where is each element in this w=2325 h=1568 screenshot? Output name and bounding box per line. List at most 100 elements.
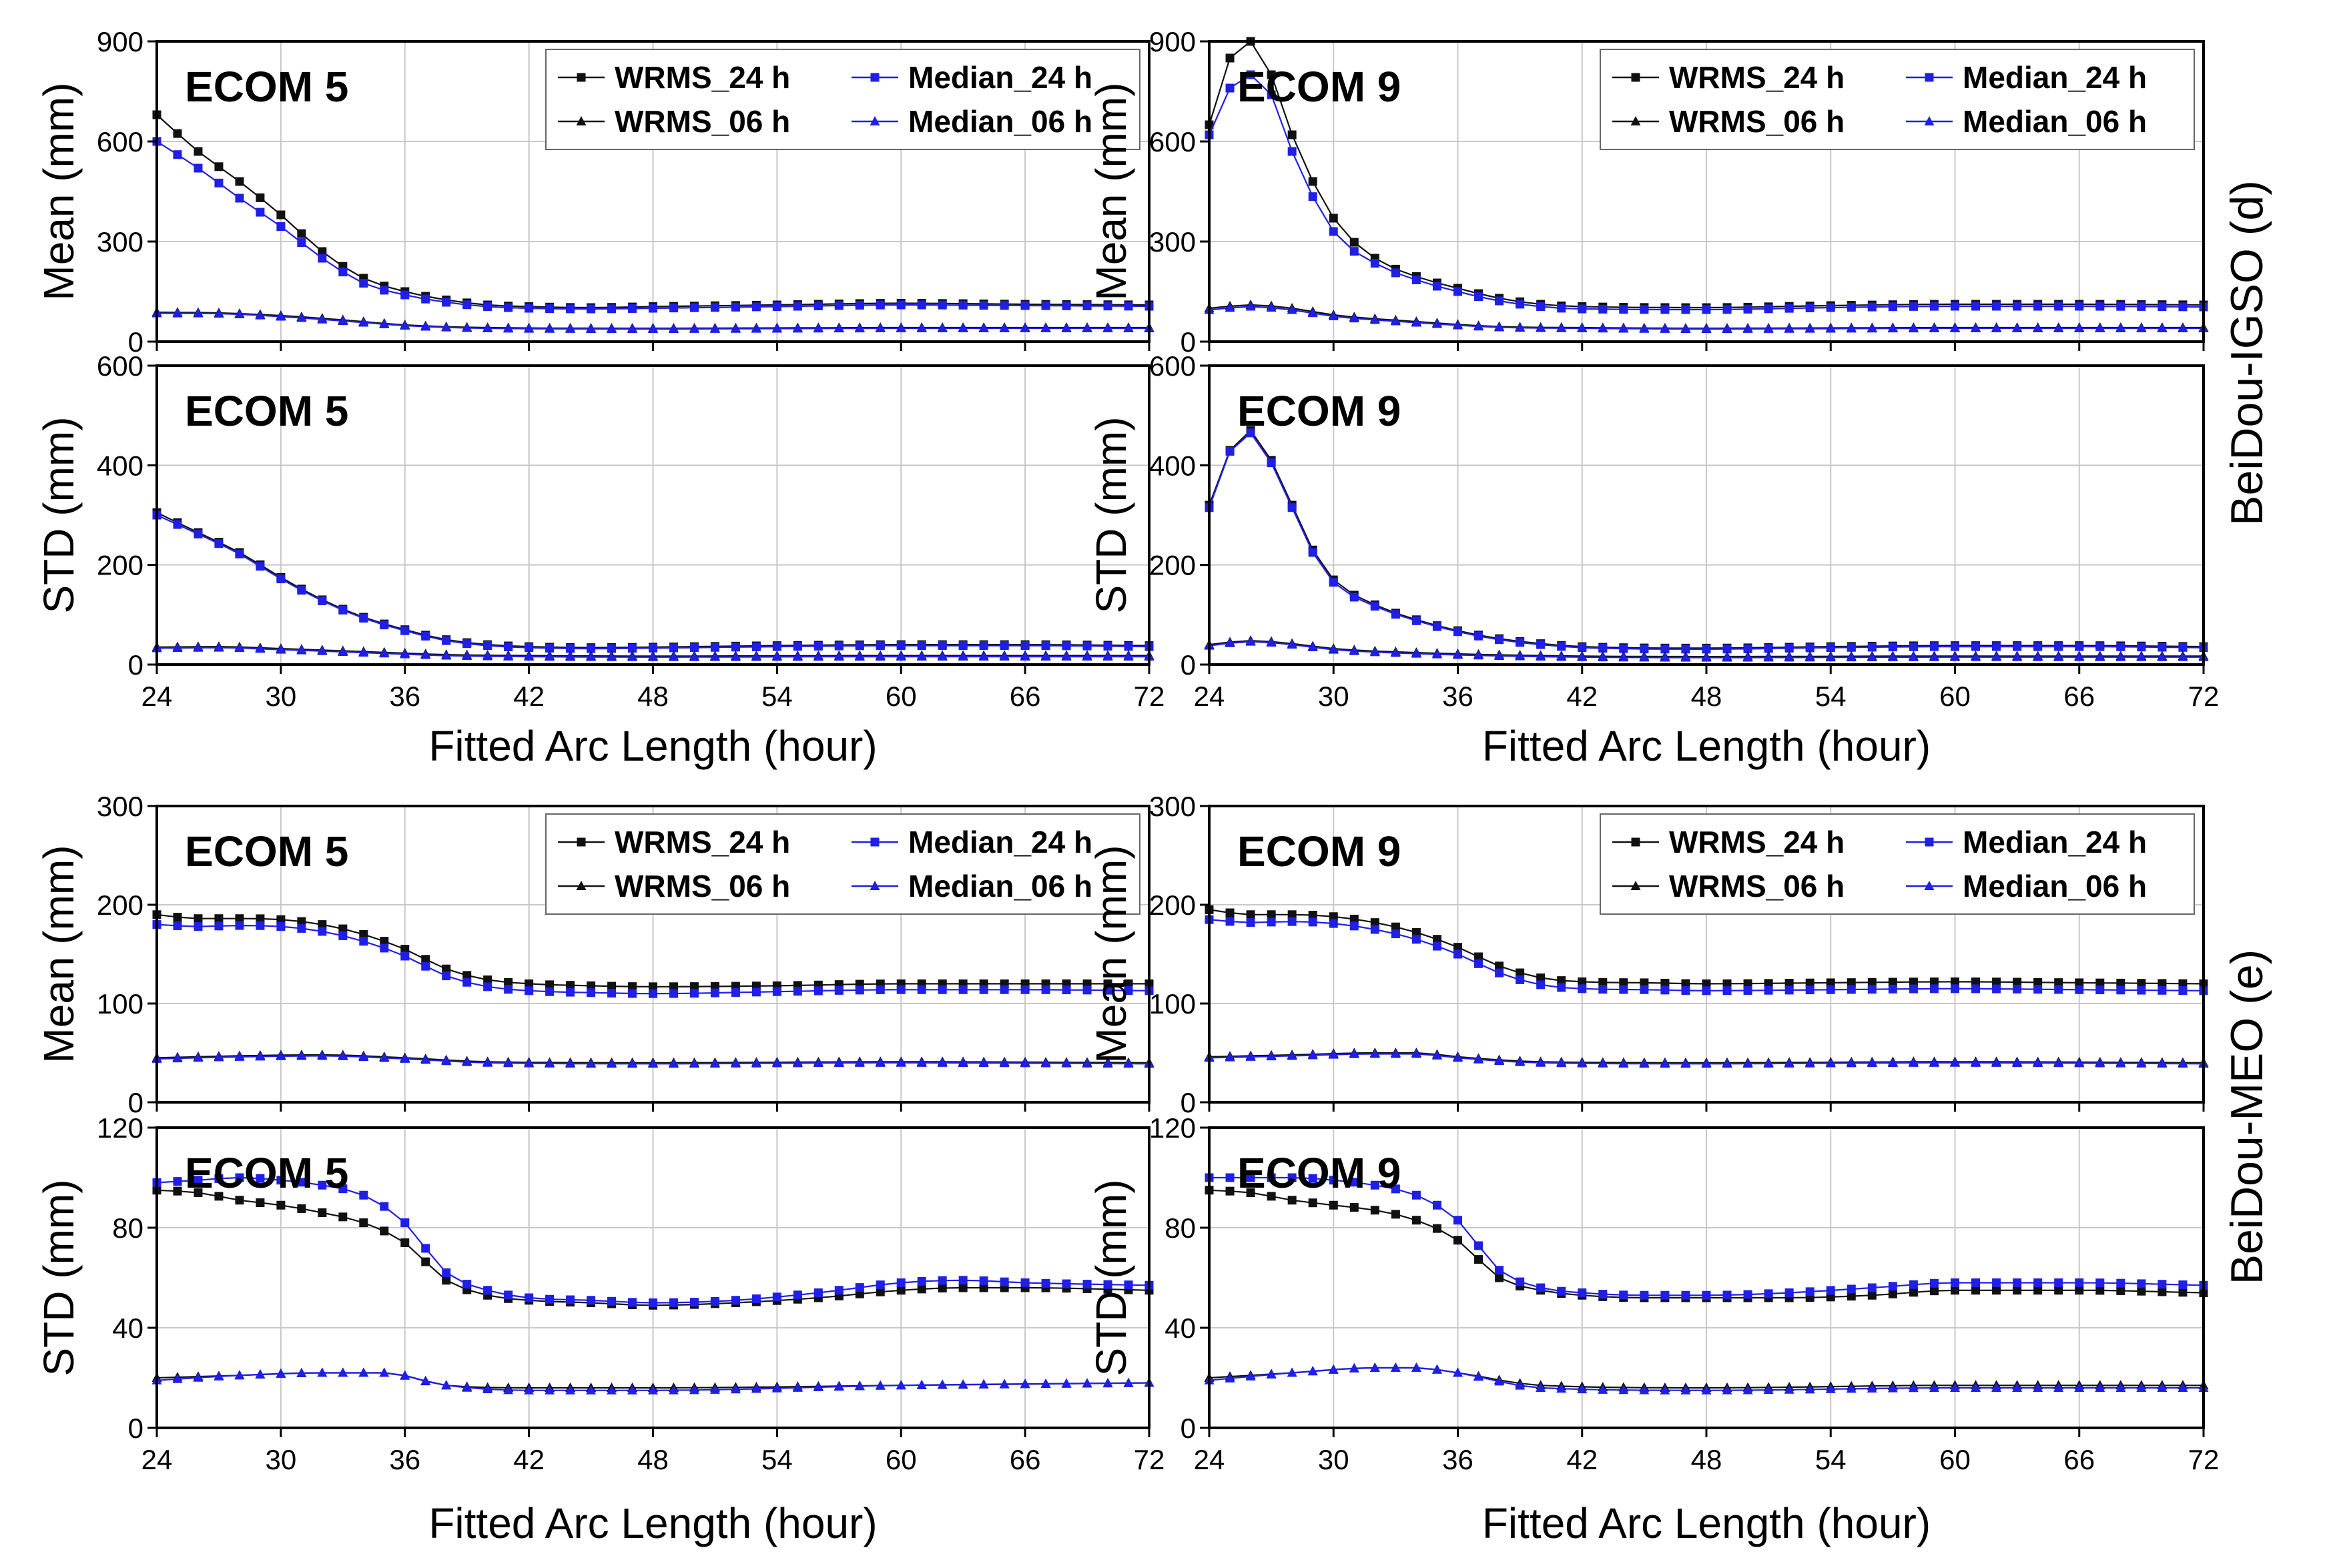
median-06h-point xyxy=(1349,1362,1359,1373)
median-24h-point xyxy=(958,641,968,651)
median-06h-point xyxy=(2157,323,2168,332)
median-24h-point xyxy=(2033,1278,2043,1287)
legend-entry-label: Median_24 h xyxy=(908,60,1092,95)
x-tick-label: 30 xyxy=(266,1444,297,1475)
median-24h-point xyxy=(2054,642,2063,651)
median-06h-point xyxy=(1867,323,1877,333)
median-24h-point xyxy=(1578,1288,1587,1297)
median-06h-point xyxy=(689,1385,699,1395)
median-06h-point xyxy=(709,1058,720,1068)
median-24h-point xyxy=(400,290,410,300)
wrms-24h-point xyxy=(1578,977,1587,986)
median-06h-point xyxy=(317,1367,328,1377)
y-tick-label: 0 xyxy=(1181,1087,1196,1118)
median-24h-point xyxy=(1971,1278,1981,1287)
median-06h-point xyxy=(2115,1058,2126,1068)
median-24h-point xyxy=(1867,1283,1877,1292)
wrms-24h-point xyxy=(896,1286,906,1295)
median-06h-point xyxy=(1349,313,1359,323)
median-24h-point xyxy=(1929,302,1939,311)
median-06h-point xyxy=(1784,1384,1794,1394)
median-06h-point xyxy=(255,310,266,320)
legend-entry-label: WRMS_06 h xyxy=(615,869,790,903)
median-06h-point xyxy=(2115,651,2126,661)
median-06h-point xyxy=(730,651,741,661)
y-tick-label: 900 xyxy=(1149,26,1196,57)
median-24h-point xyxy=(917,641,926,651)
median-24h-point xyxy=(442,636,451,645)
median-24h-point xyxy=(1909,1280,1918,1289)
median-06h-point xyxy=(916,651,927,661)
panel-title: ECOM 9 xyxy=(1237,827,1401,875)
median-06h-point xyxy=(276,644,286,654)
median-06h-point xyxy=(1225,302,1235,312)
median-24h-point xyxy=(483,641,492,651)
median-06h-point xyxy=(524,1058,535,1068)
legend-entry-label: Median_06 h xyxy=(908,869,1092,903)
median-24h-point xyxy=(214,921,224,931)
median-06h-point xyxy=(1680,1385,1691,1395)
median-06h-point xyxy=(1577,1058,1588,1068)
x-tick-label: 66 xyxy=(1010,1444,1041,1475)
y-tick-label: 40 xyxy=(112,1312,143,1344)
median-06h-point xyxy=(1390,1048,1401,1058)
median-06h-point xyxy=(1266,1051,1277,1061)
median-06h-point xyxy=(193,642,204,652)
median-24h-point xyxy=(1124,642,1133,651)
median-06h-point xyxy=(214,308,224,318)
x-tick-label: 24 xyxy=(141,681,173,712)
median-06h-point xyxy=(2012,323,2023,332)
median-06h-point xyxy=(296,645,307,655)
median-06h-point xyxy=(1660,323,1670,333)
median-24h-point xyxy=(938,300,947,310)
wrms-24h-point xyxy=(2116,1286,2125,1295)
median-06h-point xyxy=(1020,651,1030,661)
y-tick-label: 0 xyxy=(1181,649,1196,681)
wrms-24h-point xyxy=(1267,70,1276,79)
median-24h-point xyxy=(214,539,224,548)
median-06h-point xyxy=(607,1385,617,1395)
median-06h-point xyxy=(1804,652,1815,662)
median-24h-point xyxy=(1308,917,1317,927)
y-axis-label: Mean (mm) xyxy=(1087,845,1135,1063)
median-24h-point xyxy=(1660,986,1670,995)
series-median-06h xyxy=(1204,301,2209,333)
wrms-24h-point xyxy=(1660,978,1670,988)
median-24h-point xyxy=(1557,304,1566,313)
median-06h-point xyxy=(607,1058,617,1068)
median-24h-point xyxy=(1929,984,1939,994)
median-24h-point xyxy=(1826,985,1835,994)
median-06h-point xyxy=(296,1050,307,1060)
x-tick-label: 60 xyxy=(1939,1444,1971,1475)
median-24h-point xyxy=(1495,968,1504,977)
median-24h-point xyxy=(669,989,678,998)
median-24h-point xyxy=(710,643,719,652)
median-06h-point xyxy=(2157,1058,2168,1068)
panel-1: 0 300 600 900 Mean (mm) ECOM 5 WRMS_24 h Median… xyxy=(35,26,1154,358)
wrms-24h-point xyxy=(1495,961,1504,971)
wrms-24h-point xyxy=(1432,1224,1441,1233)
median-24h-point xyxy=(1536,1283,1546,1292)
median-06h-point xyxy=(255,1368,266,1379)
median-24h-point xyxy=(1225,83,1235,93)
median-06h-point xyxy=(1556,1383,1567,1393)
median-24h-point xyxy=(1847,1284,1856,1294)
median-24h-point xyxy=(1992,302,2001,311)
wrms-24h-point xyxy=(917,1284,926,1294)
median-06h-point xyxy=(420,1375,431,1385)
median-24h-point xyxy=(1246,428,1255,438)
median-06h-point xyxy=(379,648,390,658)
median-06h-point xyxy=(896,323,906,332)
median-06h-point xyxy=(524,651,535,661)
wrms-24h-point xyxy=(587,981,596,990)
wrms-24h-point xyxy=(462,971,472,980)
median-24h-point xyxy=(1020,1278,1030,1287)
wrms-24h-point xyxy=(400,1238,410,1247)
median-06h-point xyxy=(1846,1383,1857,1393)
median-24h-point xyxy=(1888,984,1897,994)
median-24h-point xyxy=(1619,305,1628,314)
median-24h-point xyxy=(979,1276,988,1286)
wrms-24h-point xyxy=(2178,1288,2188,1297)
wrms-24h-point xyxy=(256,193,265,202)
median-24h-point xyxy=(1847,985,1856,994)
